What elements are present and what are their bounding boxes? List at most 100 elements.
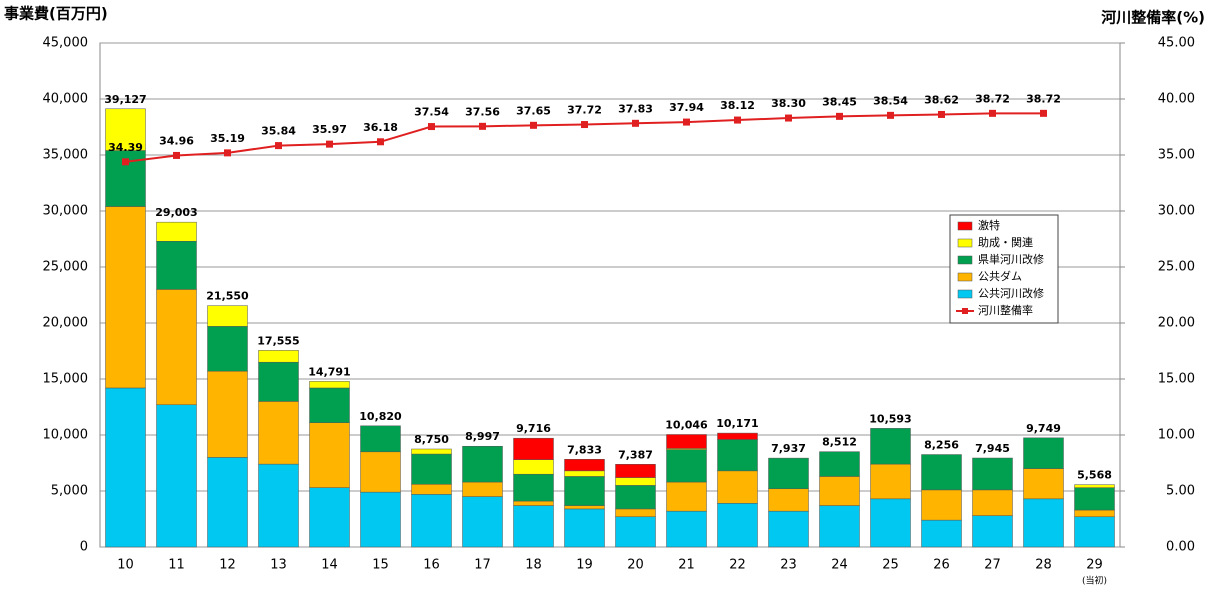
legend-swatch [957, 255, 973, 265]
bar-segment [207, 370, 248, 458]
bar-segment [105, 387, 146, 548]
line-label: 38.72 [1026, 92, 1061, 105]
legend-swatch [957, 238, 973, 248]
line-marker [683, 118, 690, 126]
total-label: 21,550 [206, 290, 249, 303]
line-label: 38.30 [771, 97, 806, 110]
bar-segment [615, 516, 656, 548]
total-label: 8,512 [822, 436, 857, 449]
y-tick-label: 10,000 [43, 428, 89, 443]
bar-segment [258, 463, 299, 548]
x-tick-label: 15 [372, 558, 389, 573]
x-tick-label: 18 [525, 558, 542, 573]
bar-segment [615, 485, 656, 510]
y-tick-label: 5,000 [51, 484, 88, 499]
line-label: 37.83 [618, 102, 653, 115]
x-tick-label: 10 [117, 558, 134, 573]
bar-segment [615, 464, 656, 478]
bar-segment [156, 221, 197, 242]
bar-segment [156, 240, 197, 290]
bar-segment [360, 491, 401, 548]
line-label: 38.45 [822, 95, 857, 108]
bar-segment [819, 451, 860, 477]
line-marker [275, 142, 282, 150]
legend-swatch [957, 221, 973, 231]
line-label: 35.19 [210, 132, 245, 145]
total-label: 10,046 [665, 418, 708, 431]
bar-segment [870, 463, 911, 500]
line-label: 34.39 [108, 141, 143, 154]
bar-segment [819, 476, 860, 506]
bar-segment [1023, 468, 1064, 500]
bar-segment [666, 434, 707, 449]
bar-segment [1074, 509, 1115, 518]
bar-segment [258, 350, 299, 363]
x-tick-label: 24 [831, 558, 848, 573]
line-marker [989, 109, 996, 117]
x-tick-label: 19 [576, 558, 593, 573]
legend-marker [962, 308, 968, 314]
y2-tick-label: 20.00 [1158, 316, 1195, 331]
bar-segment [564, 470, 605, 477]
bar-segment [1074, 516, 1115, 548]
bar-segment [309, 387, 350, 423]
legend-label: 河川整備率 [978, 303, 1033, 317]
total-label: 10,171 [716, 417, 758, 430]
y2-tick-label: 45.00 [1158, 36, 1195, 51]
line-marker [377, 138, 384, 146]
bar-segment [258, 401, 299, 465]
line-label: 37.56 [465, 105, 500, 118]
line-marker [836, 112, 843, 120]
bar-segment [207, 326, 248, 372]
bar-segment [717, 470, 758, 504]
y2-tick-label: 30.00 [1158, 204, 1195, 219]
legend-label: 県単河川改修 [978, 252, 1044, 266]
bar-segment [513, 500, 554, 506]
x-tick-label: 21 [678, 558, 695, 573]
bar-segment [564, 459, 605, 472]
line-label: 35.84 [261, 125, 296, 138]
x-tick-label: 17 [474, 558, 491, 573]
y-tick-label: 20,000 [43, 316, 89, 331]
bar-segment [717, 432, 758, 440]
total-label: 7,833 [567, 443, 602, 456]
bar-segment [564, 508, 605, 548]
legend-label: 助成・関連 [978, 235, 1033, 249]
bar-segment [513, 473, 554, 502]
x-tick-label: 20 [627, 558, 644, 573]
x-tick-label: 26 [933, 558, 950, 573]
line-marker [122, 158, 129, 166]
line-label: 38.62 [924, 93, 959, 106]
x-tick-label: 27 [984, 558, 1001, 573]
y-tick-label: 35,000 [43, 148, 89, 163]
line-label: 34.96 [159, 134, 194, 147]
line-marker [224, 149, 231, 157]
bar-segment [666, 510, 707, 548]
legend-box [949, 214, 1059, 324]
bar-segment [1023, 498, 1064, 548]
total-label: 7,387 [618, 448, 653, 461]
x-tick-label: 16 [423, 558, 440, 573]
x-tick-label: 25 [882, 558, 899, 573]
bar-segment [768, 457, 809, 490]
line-marker [428, 123, 435, 131]
bar-segment [462, 496, 503, 548]
total-label: 7,937 [771, 442, 806, 455]
x-tick-label: 29 [1086, 558, 1103, 573]
line-marker [632, 119, 639, 127]
line-label: 37.65 [516, 104, 551, 117]
bar-segment [717, 503, 758, 548]
y2-tick-label: 10.00 [1158, 428, 1195, 443]
total-label: 8,997 [465, 430, 500, 443]
line-label: 37.54 [414, 106, 449, 119]
x-tick-label: 12 [219, 558, 236, 573]
legend-label: 公共ダム [978, 269, 1022, 283]
bar-segment [972, 515, 1013, 548]
bar-segment [564, 476, 605, 506]
bar-segment [921, 519, 962, 548]
bar-segment [921, 489, 962, 521]
y2-axis-title: 河川整備率(%) [1101, 9, 1205, 27]
x-tick-label: 28 [1035, 558, 1052, 573]
line-label: 35.97 [312, 123, 347, 136]
